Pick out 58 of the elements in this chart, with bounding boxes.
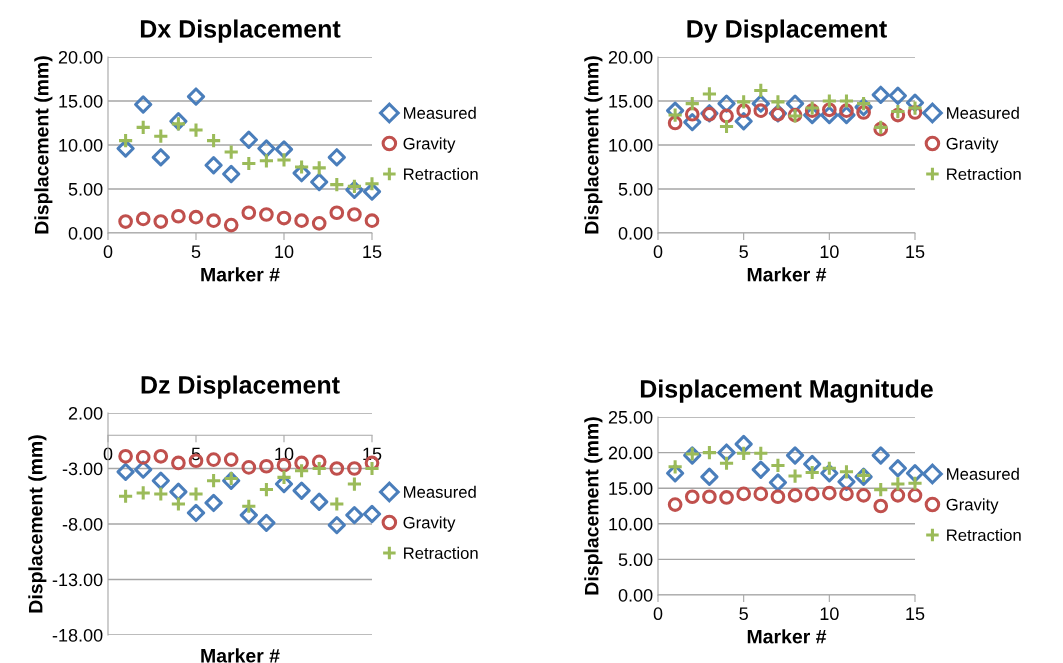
chart-title: Dy Displacement bbox=[687, 19, 887, 43]
y-tick-label: 10.00 bbox=[609, 517, 653, 531]
legend-label: Measured bbox=[404, 106, 476, 119]
y-tick-label: 2.00 bbox=[68, 406, 103, 420]
x-tick-label: 10 bbox=[820, 607, 839, 621]
y-axis-title: Displacement (mm) bbox=[584, 417, 603, 595]
legend-label: Retraction bbox=[947, 528, 1021, 542]
y-tick-label: 15.00 bbox=[59, 94, 103, 108]
y-tick-label: -13.00 bbox=[52, 573, 103, 587]
y-tick-label: 0.00 bbox=[68, 226, 103, 240]
x-tick-label: 15 bbox=[906, 245, 925, 259]
y-tick-label: 25.00 bbox=[608, 410, 653, 424]
legend-label: Measured bbox=[947, 106, 1019, 119]
x-tick-label: 10 bbox=[275, 245, 294, 259]
legend-label: Retraction bbox=[404, 546, 478, 560]
y-axis-title: Displacement (mm) bbox=[28, 435, 47, 613]
x-tick-label: 10 bbox=[820, 245, 839, 259]
x-tick-label: 0 bbox=[103, 245, 113, 259]
chart-title: Dx Displacement bbox=[140, 19, 341, 43]
legend-label: Gravity bbox=[946, 498, 999, 514]
x-axis-title: Marker # bbox=[747, 629, 827, 644]
y-tick-label: 5.00 bbox=[618, 182, 653, 196]
y-tick-label: -18.00 bbox=[52, 628, 103, 642]
y-tick-label: 0.00 bbox=[618, 226, 653, 240]
x-tick-label: 0 bbox=[103, 447, 113, 461]
y-tick-label: 20.00 bbox=[608, 446, 653, 460]
legend-label: Measured bbox=[947, 467, 1019, 480]
y-tick-label: 20.00 bbox=[608, 50, 653, 64]
x-axis-title: Marker # bbox=[201, 267, 280, 282]
x-tick-label: 0 bbox=[653, 245, 663, 259]
x-tick-label: 5 bbox=[739, 245, 748, 259]
y-tick-label: -3.00 bbox=[62, 462, 103, 476]
y-tick-label: 10.00 bbox=[609, 138, 653, 152]
legend-label: Retraction bbox=[947, 167, 1021, 181]
x-tick-label: 5 bbox=[739, 607, 748, 621]
legend-label: Gravity bbox=[946, 137, 999, 153]
y-tick-label: 0.00 bbox=[618, 588, 653, 602]
legend-label: Gravity bbox=[403, 516, 456, 532]
y-tick-label: 5.00 bbox=[68, 182, 103, 196]
y-tick-label: -8.00 bbox=[62, 517, 103, 531]
y-axis-title: Displacement (mm) bbox=[34, 56, 53, 234]
x-axis-title: Marker # bbox=[201, 648, 280, 663]
legend-label: Retraction bbox=[404, 167, 478, 181]
y-tick-label: 20.00 bbox=[58, 50, 103, 64]
chart-title: Dz Displacement bbox=[141, 375, 340, 399]
y-tick-label: 5.00 bbox=[618, 553, 653, 567]
legend-label: Measured bbox=[404, 485, 476, 498]
y-axis-title: Displacement (mm) bbox=[584, 56, 603, 234]
legend-label: Gravity bbox=[403, 137, 456, 153]
y-tick-label: 15.00 bbox=[609, 482, 653, 495]
chart-title: Displacement Magnitude bbox=[640, 379, 933, 403]
x-axis-title: Marker # bbox=[747, 267, 827, 282]
x-tick-label: 15 bbox=[363, 245, 382, 259]
x-tick-label: 5 bbox=[191, 245, 201, 259]
x-tick-label: 0 bbox=[653, 607, 663, 621]
x-tick-label: 15 bbox=[906, 607, 925, 621]
y-tick-label: 10.00 bbox=[59, 138, 103, 152]
y-tick-label: 15.00 bbox=[609, 94, 653, 108]
